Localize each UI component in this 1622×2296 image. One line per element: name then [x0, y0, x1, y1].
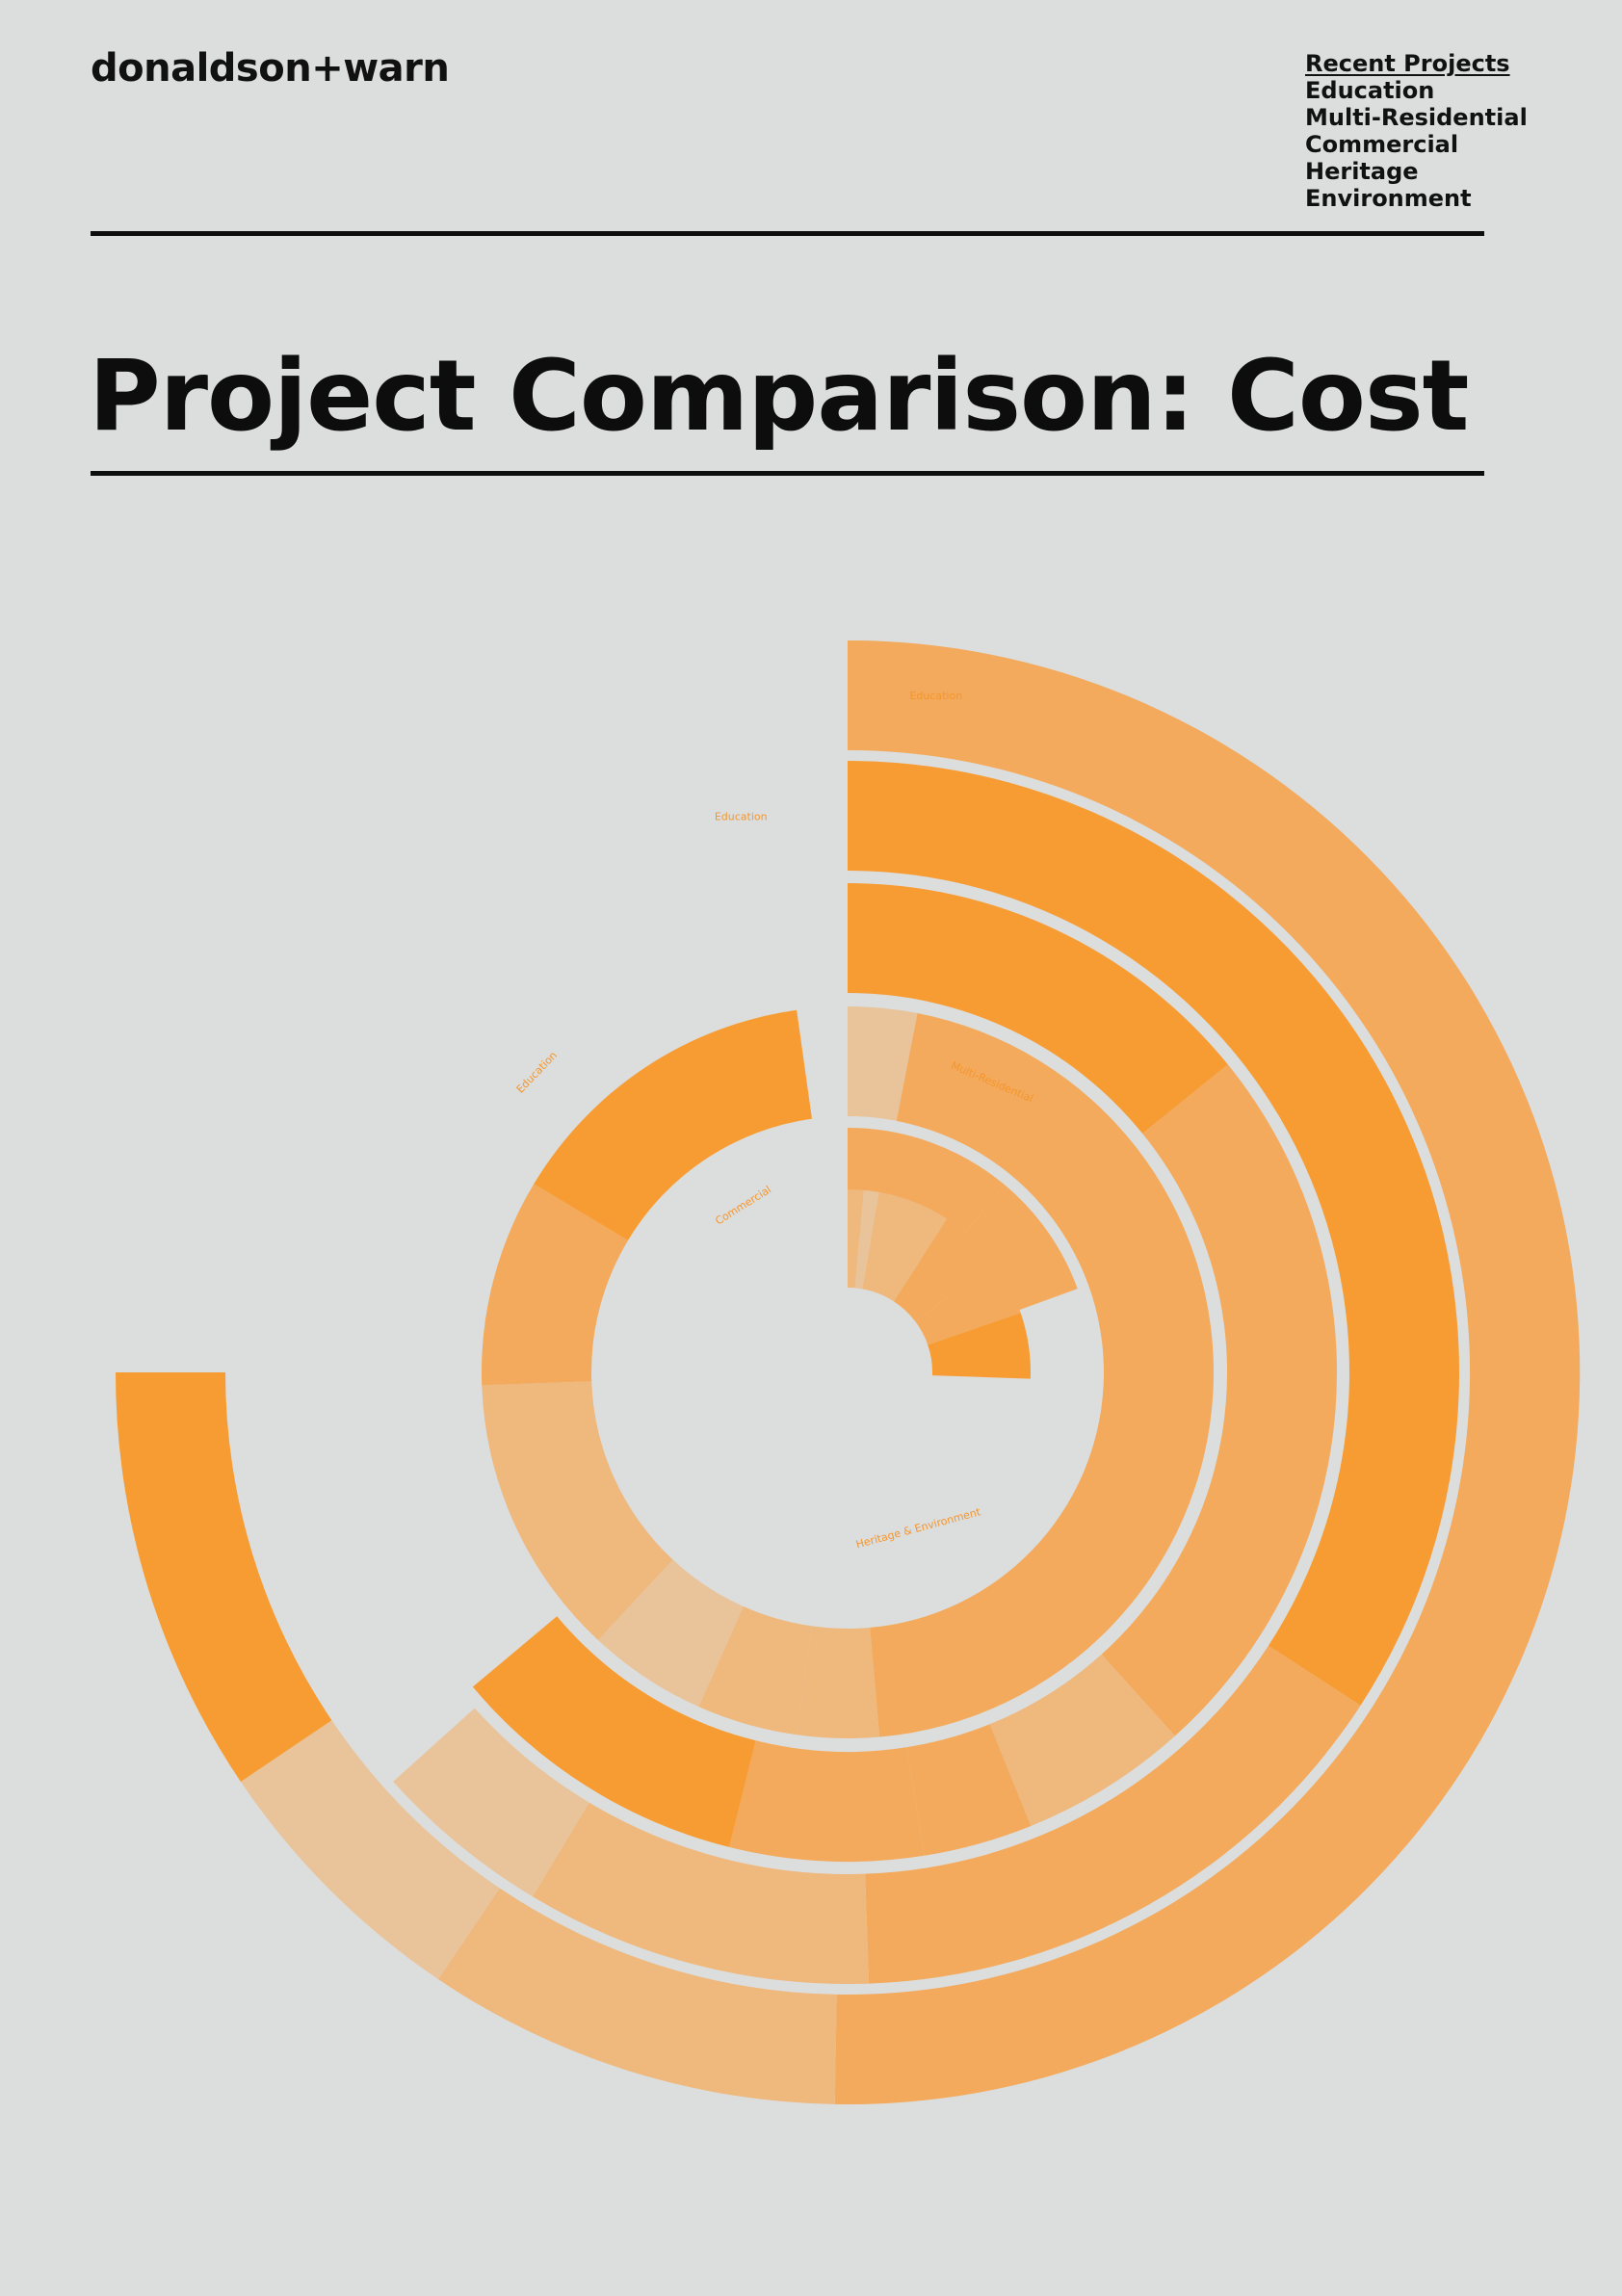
ring-2-segment-2 [865, 1645, 1361, 1984]
ring-5-label: Commercial [713, 1184, 773, 1228]
nav-heritage[interactable]: Heritage [1305, 158, 1419, 185]
nav-multi-residential[interactable]: Multi-Residential [1305, 104, 1528, 131]
ring-6-segment-5 [915, 1262, 1021, 1345]
ring-3-segment-1 [848, 883, 1228, 1135]
ring-6-segment-3 [862, 1191, 948, 1302]
ring-3-segment-7 [472, 1616, 756, 1847]
ring-4-segment-2 [870, 1012, 1214, 1737]
ring-3-segment-4 [989, 1683, 1129, 1827]
ring-2-segment-1 [848, 760, 1460, 1706]
nav-recent-projects[interactable]: Recent Projects [1305, 50, 1510, 77]
ring-6-segment-1 [848, 1189, 864, 1289]
ring-4-segment-5 [597, 1559, 744, 1708]
ring-1-segment-1 [834, 639, 1581, 2104]
ring-3-segment-5 [906, 1724, 1032, 1856]
ring-4-segment-7 [481, 1184, 628, 1386]
ring-1-label: Education [909, 690, 962, 702]
ring-2-segment-3 [532, 1802, 870, 1984]
ring-4-segment-3 [797, 1626, 880, 1738]
ring-2-segment-4 [393, 1708, 589, 1897]
ring-4-segment-4 [698, 1606, 812, 1735]
ring-6-segment-4 [893, 1218, 994, 1322]
nav-commercial[interactable]: Commercial [1305, 131, 1459, 158]
nav-education[interactable]: Education [1305, 77, 1435, 104]
brand-logo[interactable]: donaldson+warn [91, 46, 450, 91]
ring-6-segment-6 [928, 1313, 1031, 1379]
ring-6-segment-2 [854, 1189, 879, 1290]
ring-2-label: Education [715, 810, 768, 822]
ring-4-segment-1 [848, 1006, 918, 1121]
ring-3-segment-2 [1101, 1064, 1337, 1736]
title-divider [91, 471, 1484, 476]
project-nav: Recent Projects Education Multi-Resident… [1305, 50, 1528, 212]
ring-4-segment-6 [482, 1381, 673, 1640]
page-title: Project Comparison: Cost [89, 339, 1469, 454]
ring-3-label: Education [514, 1049, 560, 1095]
ring-3-segment-3 [1064, 1654, 1175, 1774]
ring-4-segment-8 [534, 1009, 812, 1240]
ring-1-segment-2 [438, 1888, 837, 2104]
ring-1-segment-4 [116, 1372, 332, 1782]
ring-1-segment-3 [240, 1720, 500, 1980]
ring-3-segment-6 [729, 1740, 925, 1863]
ring-6-label: Heritage & Environment [854, 1505, 982, 1551]
nav-environment[interactable]: Environment [1305, 185, 1472, 212]
header-divider [91, 231, 1484, 236]
